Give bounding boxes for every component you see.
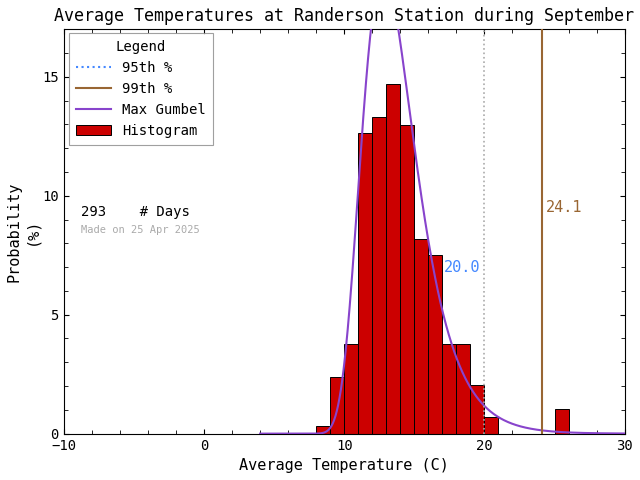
Bar <box>484 418 499 433</box>
Legend: 95th %, 99th %, Max Gumbel, Histogram: 95th %, 99th %, Max Gumbel, Histogram <box>69 33 213 145</box>
Bar <box>400 125 414 433</box>
Text: 24.1: 24.1 <box>546 200 582 215</box>
Bar <box>555 409 568 433</box>
Bar <box>372 117 387 433</box>
Bar <box>470 385 484 433</box>
X-axis label: Average Temperature (C): Average Temperature (C) <box>239 458 449 473</box>
Bar <box>358 133 372 433</box>
Text: 293    # Days: 293 # Days <box>81 205 189 219</box>
Bar <box>330 377 344 433</box>
Bar <box>344 345 358 433</box>
Bar <box>387 84 400 433</box>
Bar <box>442 345 456 433</box>
Title: Average Temperatures at Randerson Station during September: Average Temperatures at Randerson Statio… <box>54 7 634 25</box>
Bar <box>456 345 470 433</box>
Bar <box>414 239 428 433</box>
Bar <box>428 255 442 433</box>
Bar <box>316 426 330 433</box>
Text: Made on 25 Apr 2025: Made on 25 Apr 2025 <box>81 226 199 235</box>
Y-axis label: Probability
(%): Probability (%) <box>7 181 39 282</box>
Text: 20.0: 20.0 <box>444 260 480 275</box>
